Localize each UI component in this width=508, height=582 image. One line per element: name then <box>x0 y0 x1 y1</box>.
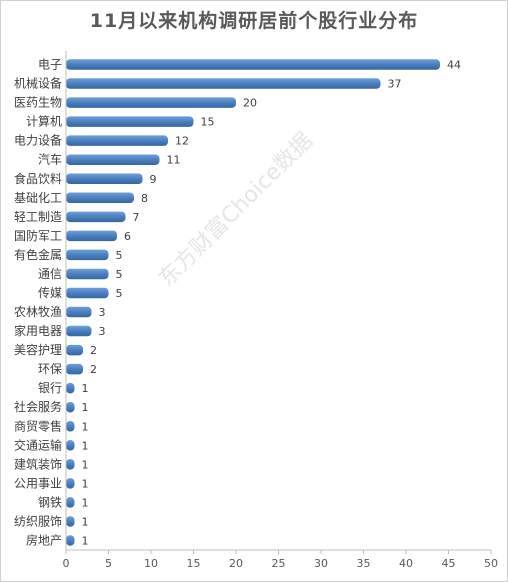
bar <box>66 401 75 413</box>
bar <box>66 516 75 527</box>
value-label: 11 <box>167 154 181 167</box>
value-label: 20 <box>243 97 257 110</box>
value-label: 15 <box>201 116 215 129</box>
category-label: 纺织服饰 <box>14 514 62 528</box>
value-label: 3 <box>99 306 106 319</box>
category-label: 汽车 <box>38 152 62 167</box>
value-label: 5 <box>116 268 123 281</box>
value-label: 37 <box>388 78 402 91</box>
bar <box>66 344 83 356</box>
category-label: 国防军工 <box>14 228 62 243</box>
bar <box>66 192 134 204</box>
value-label: 2 <box>90 344 97 357</box>
bar <box>66 440 75 451</box>
value-label: 9 <box>150 173 157 186</box>
value-label: 8 <box>141 192 148 205</box>
chart-title: 11月以来机构调研居前个股行业分布 <box>89 10 419 32</box>
x-tick-label: 50 <box>484 557 498 570</box>
x-tick-label: 25 <box>272 557 286 570</box>
bar <box>66 154 160 165</box>
category-label: 电子 <box>38 58 62 72</box>
value-label: 1 <box>82 496 89 509</box>
category-label: 医药生物 <box>14 96 62 110</box>
value-label: 1 <box>82 515 89 528</box>
category-label: 美容护理 <box>14 342 62 357</box>
category-label: 环保 <box>38 362 62 376</box>
category-label: 基础化工 <box>14 191 62 205</box>
bar <box>66 535 75 546</box>
category-label: 农林牧渔 <box>14 305 62 319</box>
category-label: 电力设备 <box>14 134 62 148</box>
value-label: 1 <box>82 477 89 490</box>
bar <box>66 173 143 184</box>
category-label: 机械设备 <box>14 76 62 91</box>
category-label: 房地产 <box>26 532 62 547</box>
value-label: 1 <box>82 534 89 547</box>
x-tick-label: 15 <box>187 557 201 570</box>
x-tick-label: 20 <box>229 557 243 570</box>
bar <box>66 421 75 432</box>
x-tick-label: 40 <box>399 557 413 570</box>
value-label: 5 <box>116 287 123 300</box>
bar <box>66 382 75 394</box>
value-label: 5 <box>116 249 123 262</box>
value-label: 1 <box>82 382 89 395</box>
bar <box>66 97 236 108</box>
category-label: 商贸零售 <box>14 418 62 433</box>
x-tick-label: 30 <box>314 557 328 570</box>
bar <box>66 287 109 299</box>
value-label: 6 <box>124 230 131 243</box>
bar <box>66 306 92 318</box>
category-label: 计算机 <box>26 114 62 129</box>
x-tick-label: 35 <box>357 557 371 570</box>
bar <box>66 59 440 70</box>
x-tick-label: 0 <box>63 557 70 570</box>
category-label: 交通运输 <box>14 437 62 452</box>
bar <box>66 325 92 337</box>
value-label: 2 <box>90 363 97 376</box>
category-label: 有色金属 <box>14 247 62 262</box>
category-label: 社会服务 <box>14 399 62 414</box>
category-label: 轻工制造 <box>14 210 62 224</box>
value-label: 3 <box>99 325 106 338</box>
category-label: 家用电器 <box>14 323 62 338</box>
bar <box>66 211 126 223</box>
bar <box>66 249 109 261</box>
value-label: 1 <box>82 401 89 414</box>
bar <box>66 230 117 242</box>
value-label: 12 <box>175 135 189 148</box>
category-label: 银行 <box>38 381 62 395</box>
bar <box>66 135 168 146</box>
category-label: 传媒 <box>38 285 62 300</box>
value-label: 44 <box>447 59 461 72</box>
bar <box>66 363 83 375</box>
bar <box>66 478 75 489</box>
category-label: 食品饮料 <box>14 171 62 186</box>
bar <box>66 116 194 127</box>
category-label: 公用事业 <box>14 476 62 490</box>
bar <box>66 78 381 89</box>
bar <box>66 497 75 508</box>
value-label: 1 <box>82 420 89 433</box>
category-label: 钢铁 <box>38 495 62 509</box>
x-tick-label: 10 <box>144 557 158 570</box>
x-tick-label: 5 <box>105 557 112 570</box>
bar <box>66 459 75 470</box>
value-label: 7 <box>133 211 140 224</box>
category-label: 通信 <box>38 267 62 281</box>
bars-layer <box>66 59 440 546</box>
category-label: 建筑装饰 <box>14 456 62 471</box>
bar <box>66 268 109 280</box>
value-label: 1 <box>82 458 89 471</box>
value-label: 1 <box>82 439 89 452</box>
x-tick-label: 45 <box>442 557 456 570</box>
